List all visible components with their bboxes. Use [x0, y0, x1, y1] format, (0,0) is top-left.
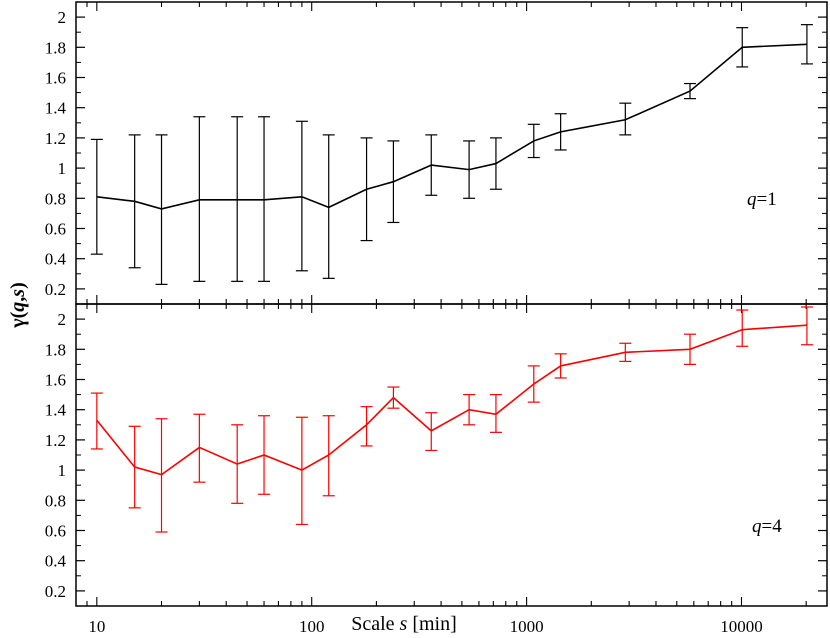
y-axis-comma: ,	[7, 297, 29, 302]
annotation-q: q	[747, 189, 757, 210]
x-axis-title-prefix: Scale	[351, 613, 399, 635]
y-tick-label: 0.2	[45, 280, 66, 299]
x-tick-label: 10	[88, 617, 105, 636]
top-plot-frame	[75, 1, 828, 305]
y-tick-label: 0.4	[45, 552, 67, 571]
top-panel: 0.2 0.4 0.6 0.8 1 1.2 1.4 1.6 1.8 2 q=1	[45, 1, 828, 305]
error-bar	[736, 309, 749, 347]
top-panel-data	[90, 24, 813, 285]
y-tick-label: 0.2	[45, 582, 66, 601]
y-axis-q: q	[7, 302, 29, 312]
y-tick-label: 0.6	[45, 220, 66, 239]
error-bar	[360, 406, 373, 447]
annotation-value: =1	[757, 189, 777, 210]
series-line	[96, 43, 807, 210]
y-tick-label: 1.4	[45, 99, 67, 118]
y-tick-label: 0.8	[45, 491, 66, 510]
y-tick-label: 0.4	[45, 250, 67, 269]
bottom-panel-data	[90, 306, 813, 533]
annotation-value: =4	[762, 516, 783, 537]
top-panel-annotation: q=1	[747, 189, 777, 210]
x-tick-label: 100	[299, 617, 325, 636]
y-tick-label: 1.6	[45, 371, 66, 390]
x-axis-title: Scale s [min]	[351, 613, 457, 635]
y-tick-label: 1.2	[45, 431, 66, 450]
x-tick-label: 1000	[510, 617, 544, 636]
y-tick-label: 1	[58, 461, 67, 480]
y-axis-paren-open: (	[7, 311, 29, 318]
x-tick-label: 10000	[720, 617, 763, 636]
y-axis-title: γ(q,s)	[7, 282, 29, 329]
x-axis-title-suffix: [min]	[407, 613, 456, 635]
y-axis-paren-close: )	[7, 282, 29, 289]
y-tick-label: 2	[58, 8, 67, 27]
series-line	[96, 324, 807, 476]
y-tick-label: 1.6	[45, 69, 66, 88]
y-tick-label: 1.2	[45, 129, 66, 148]
bottom-panel-annotation: q=4	[752, 516, 782, 537]
y-tick-label: 1.4	[45, 401, 67, 420]
y-tick-label: 0.6	[45, 522, 66, 541]
y-axis-s: s	[7, 289, 29, 298]
top-panel-ticks: 0.2 0.4 0.6 0.8 1 1.2 1.4 1.6 1.8 2	[45, 2, 827, 304]
y-tick-label: 1.8	[45, 38, 66, 57]
y-tick-label: 1.8	[45, 340, 66, 359]
annotation-q: q	[752, 516, 762, 537]
y-axis-gamma: γ	[7, 318, 29, 329]
x-axis-title-var: s	[400, 613, 408, 635]
bottom-panel: 0.2 0.4 0.6 0.8 1 1.2 1.4 1.6 1.8 2 10 100 1000 10000…	[45, 303, 828, 636]
y-tick-label: 2	[58, 310, 67, 329]
y-tick-label: 0.8	[45, 189, 66, 208]
y-tick-label: 1	[58, 159, 67, 178]
